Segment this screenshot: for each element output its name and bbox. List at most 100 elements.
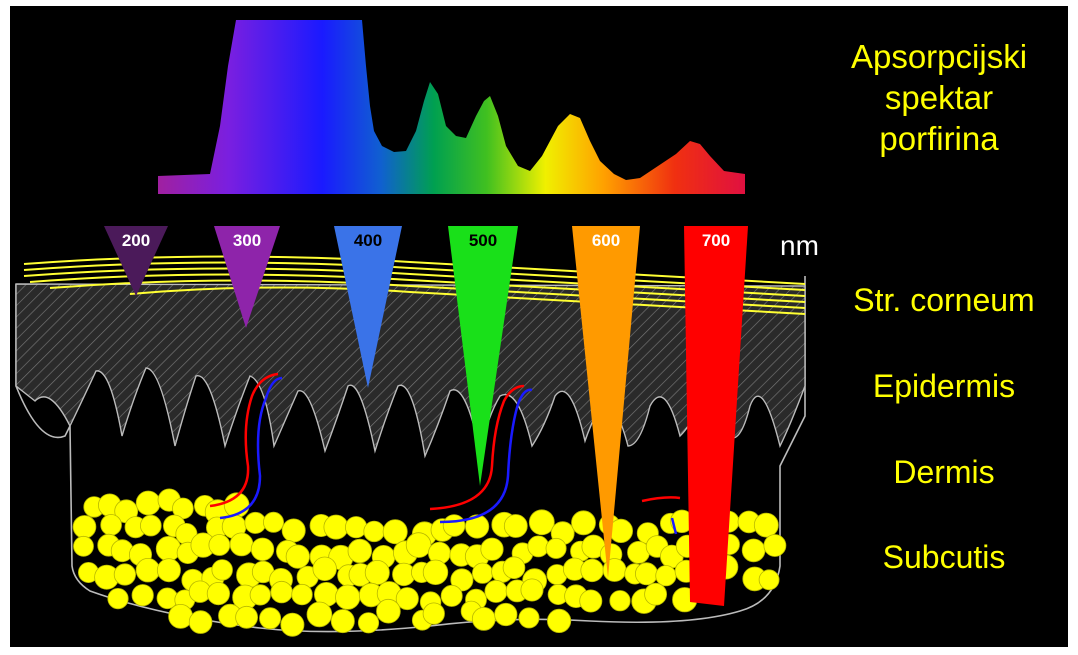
- fat-cell: [335, 584, 361, 610]
- wavelength-label-200: 200: [122, 231, 150, 250]
- fat-cell: [527, 535, 550, 558]
- fat-cell: [546, 608, 572, 634]
- fat-cell: [135, 490, 161, 516]
- fat-cell: [758, 569, 780, 591]
- vein-vessel: [219, 376, 283, 520]
- fat-cell: [635, 562, 659, 586]
- wavelength-wedge-200: [104, 226, 168, 296]
- fat-cell: [450, 568, 474, 592]
- absorption-spectrum-curve: [158, 20, 745, 194]
- fat-cell: [422, 559, 449, 586]
- fat-cell: [249, 584, 271, 606]
- fat-cell: [471, 562, 494, 584]
- fat-cell: [376, 598, 401, 624]
- fat-cell: [250, 537, 275, 562]
- artery-vessel: [429, 384, 525, 511]
- fat-cell: [571, 510, 596, 536]
- fat-cell: [206, 581, 230, 606]
- fat-cell: [502, 556, 526, 579]
- fat-cell: [753, 512, 779, 538]
- artery-vessel: [209, 372, 279, 508]
- wavelength-label-300: 300: [233, 231, 261, 250]
- wavelength-label-700: 700: [702, 231, 730, 250]
- wavelength-wedge-500: [448, 226, 518, 486]
- wavelength-label-600: 600: [592, 231, 620, 250]
- fat-cell: [330, 609, 355, 634]
- fat-cell: [259, 607, 282, 630]
- fat-cell: [518, 607, 540, 629]
- fat-cell: [270, 580, 293, 604]
- spectrum-title: Apsorpcijski spektar porfirina: [810, 36, 1068, 159]
- spectrum-title-line-1: Apsorpcijski: [850, 38, 1028, 75]
- fat-cell: [135, 558, 161, 583]
- fat-cell: [229, 532, 254, 557]
- fat-cell: [442, 514, 466, 537]
- layer-label-epidermis: Epidermis: [872, 368, 1016, 404]
- fat-cell: [323, 514, 349, 540]
- vein-vessel: [670, 517, 678, 535]
- wavelength-unit-label: nm: [780, 230, 819, 261]
- fat-cell: [405, 532, 432, 558]
- fat-cell: [140, 514, 162, 537]
- fat-cell: [244, 511, 267, 534]
- wavelength-label-400: 400: [354, 231, 382, 250]
- fat-cell: [113, 563, 137, 586]
- fat-cell: [235, 605, 259, 629]
- wavelength-wedge-400: [334, 226, 402, 388]
- fat-cell: [363, 520, 385, 543]
- fat-cell: [395, 587, 419, 611]
- fat-cell: [440, 584, 463, 607]
- fat-cell: [291, 583, 313, 606]
- vein-vessel: [439, 388, 533, 524]
- fat-cell: [285, 544, 310, 569]
- fat-cell: [107, 587, 129, 610]
- fat-cell: [609, 590, 631, 612]
- fat-cell: [131, 584, 154, 607]
- fat-cell: [644, 582, 667, 606]
- fat-cell: [471, 607, 496, 631]
- fat-cell: [188, 610, 213, 634]
- fat-cell: [422, 602, 445, 625]
- fat-cell: [545, 537, 567, 559]
- layer-label-dermis: Dermis: [893, 454, 995, 490]
- fat-cell: [741, 538, 766, 563]
- fat-cell: [579, 589, 603, 613]
- fat-cell: [484, 579, 508, 603]
- fat-cell: [655, 565, 677, 587]
- fat-cell: [480, 537, 504, 561]
- fat-cell: [763, 534, 787, 557]
- subcutis-fat-cells: [72, 488, 787, 637]
- fat-cell: [208, 534, 231, 556]
- fat-cell: [503, 514, 528, 538]
- artery-vessel: [641, 496, 681, 503]
- fat-cell: [520, 578, 544, 602]
- fat-cell: [155, 536, 182, 562]
- fat-cell: [347, 538, 373, 564]
- fat-cell: [100, 514, 122, 536]
- fat-cell: [156, 558, 181, 583]
- fat-cell: [344, 516, 368, 539]
- fat-cell: [528, 509, 555, 536]
- fat-cell: [580, 558, 604, 583]
- fat-cell: [312, 556, 337, 582]
- wavelength-wedge-600: [572, 226, 640, 578]
- wavelength-wedge-300: [214, 226, 280, 328]
- blood-vessels: [209, 372, 681, 535]
- wavelength-markers: 200 300 400 500 600 700: [104, 226, 748, 606]
- fat-cell: [382, 519, 408, 545]
- wavelength-wedge-700: [684, 226, 748, 606]
- fat-cell: [73, 535, 94, 557]
- layer-label-subcutis: Subcutis: [882, 539, 1006, 575]
- fat-cell: [357, 612, 380, 634]
- layer-label-stratum-corneum: Str. corneum: [853, 282, 1035, 318]
- diagram-frame: 200 300 400 500 600 700 Apsorpcijski spektar …: [10, 6, 1068, 647]
- fat-cell: [72, 515, 97, 539]
- fat-cell: [262, 511, 284, 533]
- spectrum-title-line-3: porfirina: [879, 120, 999, 157]
- fat-cell: [168, 604, 194, 629]
- fat-cell: [306, 601, 333, 628]
- fat-cell: [464, 514, 490, 539]
- fat-cell: [281, 518, 306, 543]
- fat-cell: [280, 612, 305, 637]
- skin-penetration-diagram: 200 300 400 500 600 700: [15, 20, 806, 637]
